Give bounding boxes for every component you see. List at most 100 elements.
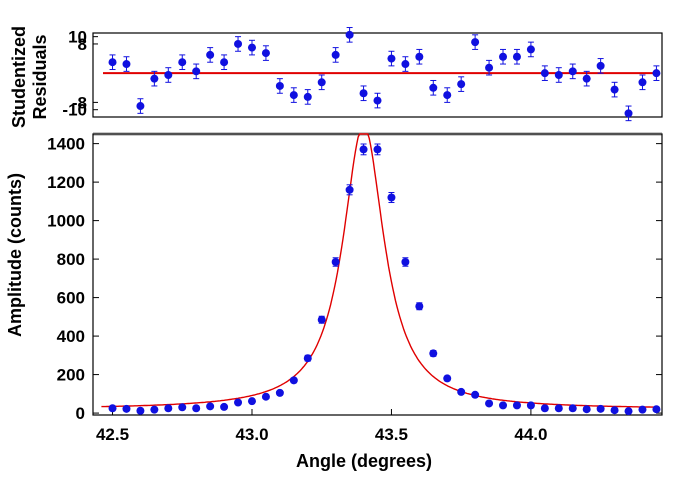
- amplitude-point: [387, 193, 396, 202]
- amplitude-point: [108, 404, 117, 413]
- amplitude-point: [471, 390, 480, 399]
- amplitude-point: [317, 315, 326, 324]
- amplitude-ytick-label: 200: [57, 366, 85, 385]
- residual-point: [122, 60, 131, 69]
- amplitude-point: [638, 405, 647, 414]
- amplitude-ytick-label: 0: [76, 404, 85, 423]
- residual-point: [136, 102, 145, 111]
- residual-point: [150, 74, 159, 83]
- amplitude-point: [443, 374, 452, 383]
- residual-point: [289, 91, 298, 100]
- residual-point: [471, 38, 480, 47]
- residual-point: [275, 81, 284, 90]
- amplitude-panel: 0 200 400 600 800 1000 1200 1400 42.5 43.0 43.5 44…: [5, 132, 663, 471]
- residual-point: [415, 52, 424, 61]
- amplitude-point: [206, 402, 215, 411]
- residual-point: [192, 67, 201, 76]
- residual-point: [261, 49, 270, 58]
- amplitude-ytick-label: 1200: [47, 173, 85, 192]
- amplitude-ytick-label: 1000: [47, 212, 85, 231]
- residual-point: [331, 50, 340, 59]
- amplitude-point: [596, 404, 605, 413]
- amplitude-point: [331, 257, 340, 266]
- amplitude-point: [136, 406, 145, 415]
- residual-point: [624, 109, 633, 118]
- amplitude-plot-frame: [92, 133, 663, 416]
- residuals-ytick-label: -8: [72, 93, 87, 112]
- amplitude-point: [345, 185, 354, 194]
- amplitude-xtick-label: 43.0: [235, 425, 268, 444]
- residual-point: [345, 30, 354, 39]
- residuals-ylabel-line1: Studentized: [9, 26, 29, 128]
- residual-point: [512, 52, 521, 61]
- residual-point: [108, 58, 117, 67]
- fit-curve: [101, 133, 654, 408]
- amplitude-xtick-label: 42.5: [96, 425, 129, 444]
- residual-point: [373, 96, 382, 105]
- amplitude-ytick-label: 600: [57, 289, 85, 308]
- amplitude-point: [220, 402, 229, 411]
- amplitude-point: [303, 354, 312, 363]
- amplitude-point: [568, 404, 577, 413]
- amplitude-point: [415, 302, 424, 311]
- residual-point: [457, 80, 466, 89]
- amplitude-xlabel: Angle (degrees): [296, 451, 432, 471]
- amplitude-xtick-label: 43.5: [375, 425, 408, 444]
- residual-point: [401, 60, 410, 69]
- residual-point: [540, 69, 549, 78]
- amplitude-point: [457, 387, 466, 396]
- residual-point: [652, 69, 661, 78]
- amplitude-point: [652, 405, 661, 414]
- residual-point: [568, 67, 577, 76]
- amplitude-point: [540, 404, 549, 413]
- residuals-panel: 108 -8-10 Studentized Residuals: [9, 26, 663, 128]
- residual-point: [443, 91, 452, 100]
- residuals-ytick-label: 8: [78, 35, 87, 54]
- residual-point: [359, 89, 368, 98]
- residual-point: [234, 39, 243, 48]
- residuals-plot-frame: [92, 32, 663, 118]
- residual-point: [220, 58, 229, 67]
- amplitude-point: [247, 397, 256, 406]
- amplitude-point: [164, 404, 173, 413]
- amplitude-point: [429, 349, 438, 358]
- residual-point: [303, 92, 312, 101]
- residual-point: [485, 63, 494, 72]
- amplitude-point: [512, 401, 521, 410]
- amplitude-point: [178, 403, 187, 412]
- amplitude-ytick-label: 800: [57, 250, 85, 269]
- residual-point: [596, 61, 605, 70]
- amplitude-point: [122, 404, 131, 413]
- residual-point: [387, 54, 396, 63]
- amplitude-point: [261, 392, 270, 401]
- amplitude-point: [289, 376, 298, 385]
- amplitude-point: [554, 404, 563, 413]
- amplitude-ytick-label: 400: [57, 327, 85, 346]
- residual-point: [638, 78, 647, 87]
- amplitude-point: [150, 405, 159, 414]
- residual-point: [610, 85, 619, 94]
- amplitude-point: [275, 388, 284, 397]
- amplitude-point: [192, 404, 201, 413]
- amplitude-point: [582, 405, 591, 414]
- residual-point: [526, 45, 535, 54]
- residual-point: [554, 71, 563, 79]
- amplitude-point: [499, 401, 508, 410]
- residual-point: [429, 83, 438, 92]
- amplitude-point: [485, 399, 494, 408]
- amplitude-point: [526, 401, 535, 410]
- amplitude-point: [359, 145, 368, 154]
- amplitude-point: [234, 398, 243, 407]
- residual-point: [206, 50, 215, 59]
- amplitude-ylabel: Amplitude (counts): [5, 173, 25, 337]
- residuals-ytick-label: -10: [62, 101, 87, 120]
- residuals-ylabel-line2: Residuals: [30, 34, 50, 119]
- residual-point: [247, 43, 256, 52]
- amplitude-point: [373, 145, 382, 154]
- residual-point: [582, 74, 591, 83]
- residual-point: [499, 52, 508, 61]
- amplitude-point: [401, 257, 410, 266]
- residual-point: [317, 78, 326, 87]
- amplitude-ytick-label: 1400: [47, 135, 85, 154]
